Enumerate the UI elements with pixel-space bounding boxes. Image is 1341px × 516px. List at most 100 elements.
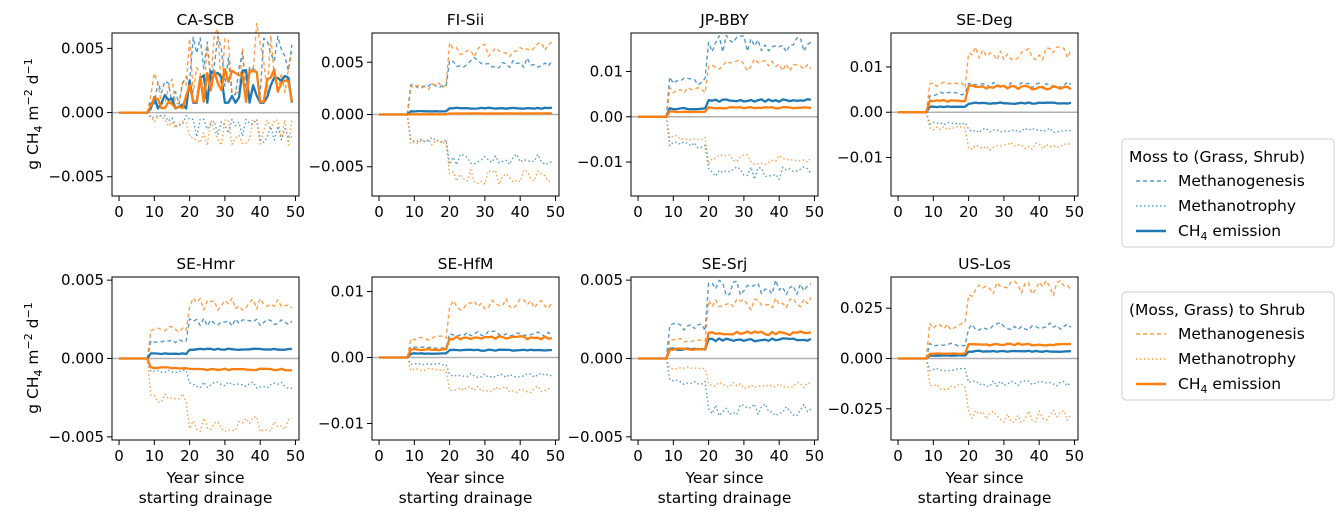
subplot-title: SE-Srj [702, 255, 748, 273]
blue-troph-line [379, 356, 553, 379]
x-tick-label: 20 [440, 203, 459, 221]
subplot-title: US-Los [958, 255, 1011, 273]
x-axis-label-line1: Year since [944, 469, 1023, 487]
subplot-jp-bby: JP-BBY 0 10 20 30 40 50 −0.01 0.00 0.01 [577, 11, 824, 221]
legend-item-label: Methanotrophy [1178, 197, 1296, 215]
subplot-us-los: US-Los 0 10 20 30 40 50 −0.025 0.000 0.025 Year si… [827, 255, 1084, 507]
orange-gen-line [638, 58, 812, 118]
blue-gen-line [898, 321, 1072, 360]
legend-item-label: CH4 emission [1178, 222, 1281, 243]
x-tick-label: 10 [664, 203, 683, 221]
x-tick-label: 0 [633, 203, 643, 221]
x-tick-label: 20 [180, 203, 199, 221]
orange-gen-line [379, 298, 553, 359]
x-tick-label: 0 [374, 447, 384, 465]
orange-troph-line [379, 356, 553, 394]
x-tick-label: 50 [805, 447, 824, 465]
y-axis-label: g CH4 m−2 d−1 [22, 302, 45, 414]
orange-troph-line [638, 357, 811, 389]
x-tick-label: 0 [374, 203, 384, 221]
orange-troph-line [119, 111, 293, 147]
x-tick-label: 40 [511, 447, 530, 465]
blue-troph-line [638, 116, 812, 180]
legend-box [1121, 291, 1335, 401]
legend-item-label: Methanogenesis [1178, 325, 1305, 343]
x-axis-label-line1: Year since [684, 469, 763, 487]
orange-emis-line [638, 105, 812, 118]
x-tick-label: 10 [924, 447, 943, 465]
y-tick-label: −0.005 [48, 168, 104, 186]
orange-gen-line [898, 46, 1072, 113]
x-tick-label: 10 [924, 203, 943, 221]
x-tick-label: 40 [511, 203, 530, 221]
x-tick-label: 0 [893, 203, 903, 221]
orange-emis-line [898, 84, 1072, 114]
blue-emis-line [898, 349, 1071, 360]
y-axis-label-part: m [24, 349, 42, 369]
x-tick-label: 30 [734, 447, 753, 465]
subplot-fi-sii: FI-Sii 0 10 20 30 40 50 −0.005 0.000 0.005 [308, 11, 565, 221]
subplot-se-deg: SE-Deg 0 10 20 30 40 50 −0.01 0.00 0.01 [837, 11, 1084, 221]
x-tick-label: 50 [286, 203, 305, 221]
x-tick-label: 50 [805, 203, 824, 221]
blue-troph-line [119, 111, 292, 143]
blue-troph-line [898, 357, 1072, 388]
axes-frame [890, 32, 1079, 197]
axes-frame [630, 32, 819, 197]
y-tick-label: −0.005 [48, 428, 104, 446]
axes-frame [371, 276, 560, 441]
y-tick-label: 0.000 [321, 106, 364, 124]
y-axis-label: g CH4 m−2 d−1 [22, 58, 45, 170]
x-axis-label-line2: starting drainage [658, 489, 792, 507]
legend-item-label: Methanotrophy [1178, 350, 1296, 368]
y-tick-label: 0.01 [850, 58, 883, 76]
orange-troph-line [898, 357, 1072, 424]
x-tick-label: 20 [699, 203, 718, 221]
y-tick-label: 0.005 [61, 39, 104, 57]
y-tick-label: 0.025 [840, 299, 883, 317]
x-tick-label: 40 [1030, 203, 1049, 221]
legend-item-label-main: CH [1178, 375, 1200, 393]
y-tick-label: 0.000 [61, 104, 104, 122]
y-axis-label-part: 4 [32, 370, 45, 377]
y-tick-label: −0.005 [308, 158, 364, 176]
x-tick-label: 0 [114, 203, 124, 221]
x-tick-label: 10 [405, 447, 424, 465]
x-tick-label: 20 [180, 447, 199, 465]
blue-troph-line [898, 111, 1071, 134]
x-tick-label: 20 [699, 447, 718, 465]
x-tick-label: 20 [959, 203, 978, 221]
x-tick-label: 50 [546, 203, 565, 221]
x-tick-label: 40 [1030, 447, 1049, 465]
y-tick-label: −0.025 [827, 400, 883, 418]
orange-emis-line [379, 112, 552, 116]
legend-item-label-rest: emission [1207, 375, 1281, 393]
y-tick-label: −0.01 [577, 153, 623, 171]
x-tick-label: 30 [994, 203, 1013, 221]
x-tick-label: 10 [664, 447, 683, 465]
subplot-title: SE-Hmr [176, 255, 235, 273]
y-tick-label: −0.01 [318, 415, 364, 433]
x-tick-label: 20 [440, 447, 459, 465]
blue-emis-line [379, 348, 552, 359]
x-axis-label-line1: Year since [165, 469, 244, 487]
blue-gen-line [638, 279, 812, 360]
x-axis-label-line2: starting drainage [918, 489, 1052, 507]
y-axis-label-part: g CH [24, 377, 42, 414]
orange-emis-line [638, 330, 812, 360]
subplot-se-srj: SE-Srj 0 10 20 30 40 50 −0.005 0.000 0.005 Year si… [567, 255, 824, 507]
x-tick-label: 0 [633, 447, 643, 465]
x-tick-label: 40 [251, 447, 270, 465]
y-tick-label: 0.000 [61, 350, 104, 368]
legend-title: (Moss, Grass) to Shrub [1129, 301, 1305, 319]
y-tick-label: 0.005 [580, 271, 623, 289]
x-tick-label: 30 [215, 203, 234, 221]
legend-item-label: CH4 emission [1178, 375, 1281, 396]
y-axis-label-part: −1 [22, 302, 35, 318]
orange-emis-line [898, 342, 1072, 360]
orange-emis-line [379, 334, 553, 359]
subplot-title: FI-Sii [447, 11, 485, 29]
y-tick-label: 0.005 [321, 53, 364, 71]
y-axis-label-part: g CH [24, 133, 42, 170]
y-axis-label-part: d [24, 318, 42, 333]
